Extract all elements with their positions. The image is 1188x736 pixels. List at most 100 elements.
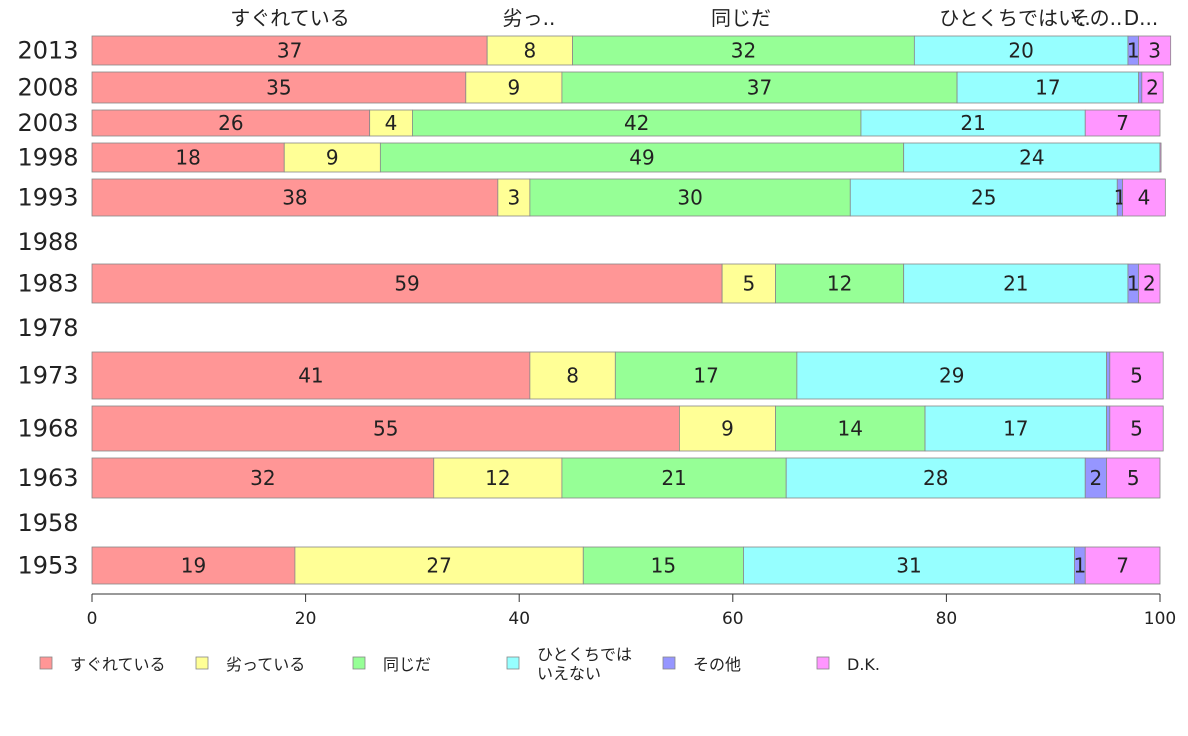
data-label: 32 [731,39,756,63]
legend-label: すぐれている [70,655,166,674]
bar-segment [1084,109,1161,137]
data-label: 1 [1127,272,1140,296]
data-label: 35 [266,76,291,100]
data-label: 21 [1003,272,1028,296]
bar-segment [91,351,531,400]
bar-segment [1138,71,1143,104]
year-label: 1953 [17,552,78,580]
bar-segment [91,546,296,585]
bar-segment [903,263,1129,304]
data-label: 26 [218,111,243,135]
data-label: 55 [373,417,398,441]
bar-segment [91,178,499,217]
bar-segment [721,263,776,304]
legend-label: 劣っている [226,655,305,674]
data-label: 31 [896,554,921,578]
bar-segment [91,405,680,452]
bar-segment [91,35,488,66]
data-label: 9 [721,417,734,441]
data-label: 1 [1074,554,1087,578]
column-header: 劣っ.. [503,6,556,30]
legend-label: その他 [693,655,741,674]
data-label: 32 [250,466,275,490]
bar-segment [283,142,381,173]
data-label: 3 [507,186,520,210]
year-label: 1958 [17,509,78,537]
legend-swatch [195,656,209,670]
data-label: 28 [923,466,948,490]
x-tick-label: 20 [295,609,317,629]
year-label: 1993 [17,184,78,212]
year-label: 1978 [17,314,78,342]
bar-segment [1159,142,1162,173]
bar-segment [91,109,371,137]
bar-segment [1138,263,1161,304]
data-label: 9 [326,146,339,170]
bar-segment [486,35,574,66]
year-label: 1983 [17,270,78,298]
legend-label: D.K. [847,655,880,674]
column-headers: すぐれている 劣っ.. 同じだ ひとくちではい..その.. D... [230,6,1158,30]
data-label: 12 [485,466,510,490]
data-label: 49 [629,146,654,170]
column-header: D... [1124,6,1158,30]
legend-swatch [39,656,53,670]
column-header: すぐれている [230,6,349,30]
column-header: ひとくちではい.. [939,6,1091,30]
data-label: 29 [939,364,964,388]
bar-segment [572,35,915,66]
bar-segment [679,405,776,452]
data-label: 41 [298,364,323,388]
bar-segment [529,351,616,400]
data-label: 19 [181,554,206,578]
data-label: 37 [277,39,302,63]
data-label: 37 [747,76,772,100]
bar-segment [294,546,584,585]
legend: すぐれている 劣っている 同じだ ひとくちではいえない その他 D.K. [39,645,880,683]
bar-segment [369,109,413,137]
bar-segment [1109,351,1164,400]
legend-label: 同じだ [383,655,431,674]
data-label: 17 [1035,76,1060,100]
year-label: 1998 [17,144,78,172]
data-label: 5 [1130,364,1143,388]
data-label: 42 [624,111,649,135]
bar-segment [433,457,563,499]
data-label: 21 [661,466,686,490]
data-label: 2 [1090,466,1103,490]
x-tick-label: 100 [1144,609,1176,629]
bar-segment [561,71,958,104]
data-label: 38 [282,186,307,210]
year-label: 1963 [17,464,78,492]
year-label: 2003 [17,109,78,137]
legend-swatch [506,656,520,670]
x-tick-label: 80 [936,609,958,629]
bar-segment [91,263,723,304]
data-label: 14 [838,417,863,441]
column-header: その.. [1070,6,1123,30]
legend-label: ひとくちではいえない [537,645,632,683]
data-label: 5 [742,272,755,296]
data-label: 17 [1003,417,1028,441]
data-label: 2 [1143,272,1156,296]
year-label: 2008 [17,74,78,102]
bar-segment [849,178,1118,217]
data-label: 2 [1146,76,1159,100]
bar-segment [903,142,1161,173]
data-label: 25 [971,186,996,210]
bar-segment [465,71,563,104]
bar-segment [956,71,1140,104]
bar-segment [924,405,1107,452]
data-label: 5 [1127,466,1140,490]
bar-segment [561,457,787,499]
bar-segment [1106,457,1161,499]
bar-segment [91,142,285,173]
bar-segment [1141,71,1164,104]
bar-segment [497,178,531,217]
bar-segment [1106,351,1111,400]
x-axis: 0 20 40 60 80 100 [87,593,1176,629]
data-label: 4 [385,111,398,135]
data-label: 59 [394,272,419,296]
data-label: 8 [566,364,579,388]
